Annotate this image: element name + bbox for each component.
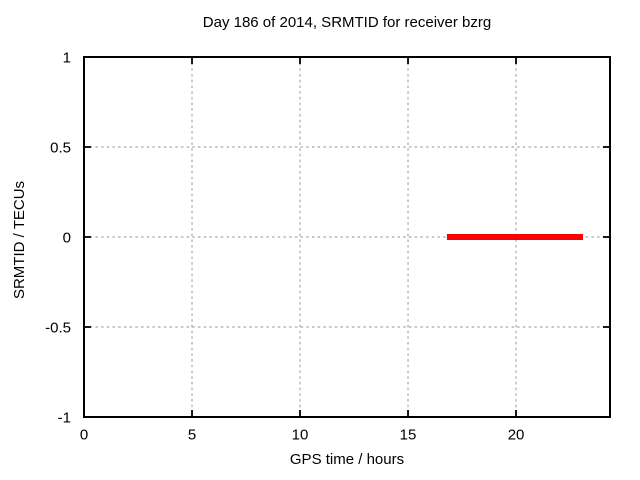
x-tick-label: 10 xyxy=(292,426,309,443)
x-axis-label: GPS time / hours xyxy=(289,451,405,468)
y-tick-label: 0 xyxy=(63,229,71,246)
x-tick-label: 0 xyxy=(80,426,88,443)
y-tick-label: 1 xyxy=(63,49,71,66)
x-tick-label: 20 xyxy=(508,426,525,443)
y-tick-label: -0.5 xyxy=(45,319,71,336)
chart-title: Day 186 of 2014, SRMTID for receiver bzr… xyxy=(202,14,492,31)
y-tick-label: -1 xyxy=(58,409,71,426)
x-tick-label: 5 xyxy=(188,426,196,443)
x-tick-label: 15 xyxy=(400,426,417,443)
y-tick-label: 0.5 xyxy=(50,139,71,156)
